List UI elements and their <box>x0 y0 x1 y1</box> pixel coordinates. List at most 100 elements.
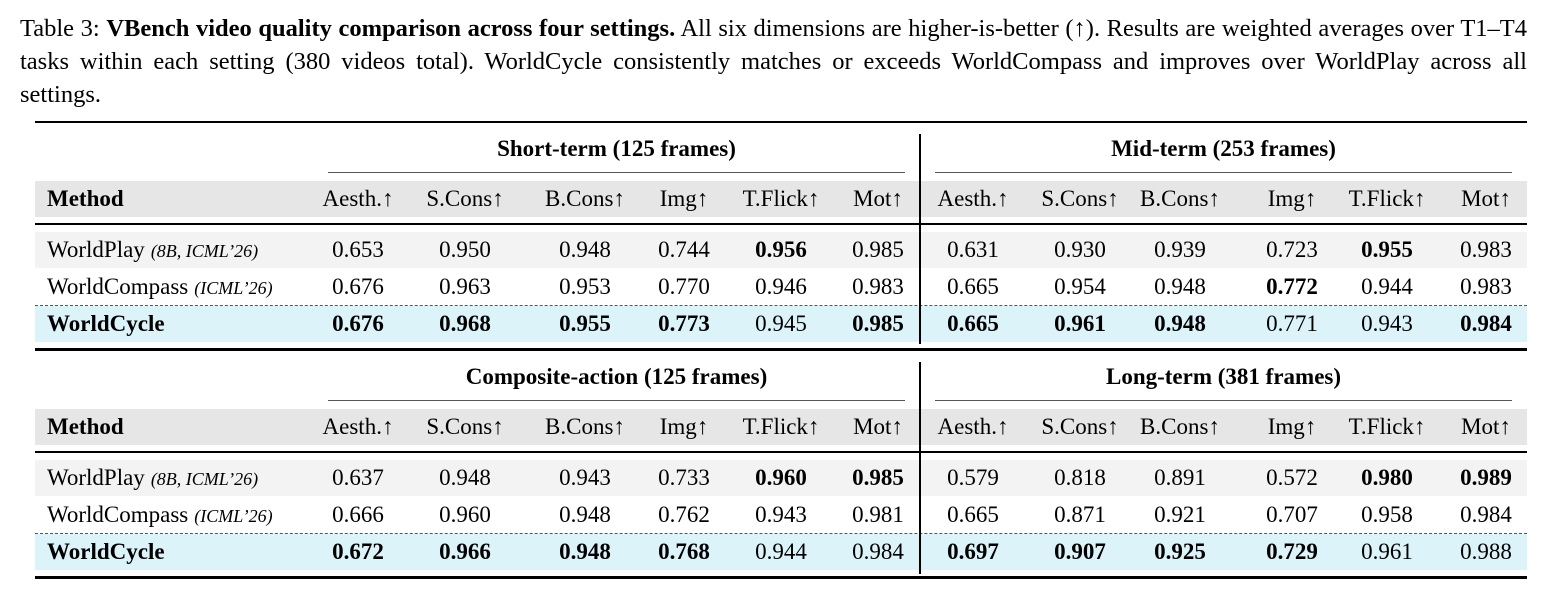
column-separator <box>919 362 921 574</box>
value-cell: 0.984 <box>1460 311 1512 336</box>
row-bg <box>35 306 1527 342</box>
caption-text: All six dimensions are higher-is-better … <box>20 15 1527 108</box>
group-underline <box>328 172 905 173</box>
header-cell: S.Cons↑ <box>1041 414 1119 439</box>
header-cell: T.Flick↑ <box>1348 414 1426 439</box>
value-cell: 0.955 <box>559 311 611 336</box>
value-cell: 0.961 <box>1361 539 1413 564</box>
value-cell: 0.983 <box>1460 237 1512 262</box>
header-cell: S.Cons↑ <box>426 414 504 439</box>
caption: Table 3: VBench video quality comparison… <box>20 12 1527 111</box>
value-cell: 0.985 <box>852 311 904 336</box>
header-cell: Mot↑ <box>1461 414 1511 439</box>
header-cell: T.Flick↑ <box>742 414 820 439</box>
method-cell: WorldPlay (8B, ICML’26) <box>47 237 259 262</box>
header-bg <box>35 409 1527 445</box>
value-cell: 0.980 <box>1361 465 1413 490</box>
group-header: Long-term (381 frames) <box>1105 364 1342 389</box>
value-cell: 0.955 <box>1361 237 1413 262</box>
value-cell: 0.653 <box>332 237 384 262</box>
header-rule <box>35 223 1527 225</box>
method-note: (ICML’26) <box>194 278 273 298</box>
value-cell: 0.943 <box>559 465 611 490</box>
header-cell: B.Cons↑ <box>1140 414 1220 439</box>
value-cell: 0.579 <box>947 465 999 490</box>
block-rule <box>35 576 1527 579</box>
method-cell: WorldCycle <box>47 311 165 336</box>
value-cell: 0.948 <box>559 539 611 564</box>
row-bg <box>35 232 1527 268</box>
group-header: Composite-action (125 frames) <box>465 364 768 389</box>
value-cell: 0.676 <box>332 311 384 336</box>
method-cell: WorldCycle <box>47 539 165 564</box>
header-cell: Img↑ <box>659 414 709 439</box>
value-cell: 0.939 <box>1154 237 1206 262</box>
value-cell: 0.948 <box>1154 311 1206 336</box>
method-cell: WorldPlay (8B, ICML’26) <box>47 465 259 490</box>
value-cell: 0.665 <box>947 274 999 299</box>
value-cell: 0.891 <box>1154 465 1206 490</box>
value-cell: 0.983 <box>1460 274 1512 299</box>
value-cell: 0.771 <box>1266 311 1318 336</box>
value-cell: 0.665 <box>947 502 999 527</box>
value-cell: 0.631 <box>947 237 999 262</box>
header-cell: Img↑ <box>1267 186 1317 211</box>
value-cell: 0.707 <box>1266 502 1318 527</box>
header-cell: Img↑ <box>659 186 709 211</box>
value-cell: 0.723 <box>1266 237 1318 262</box>
method-cell: WorldCompass (ICML’26) <box>47 274 273 299</box>
value-cell: 0.989 <box>1460 465 1512 490</box>
value-cell: 0.960 <box>755 465 807 490</box>
value-cell: 0.744 <box>658 237 710 262</box>
top-rule <box>35 121 1527 123</box>
header-cell: T.Flick↑ <box>742 186 820 211</box>
header-cell: Aesth.↑ <box>322 186 394 211</box>
value-cell: 0.984 <box>1460 502 1512 527</box>
caption-title: VBench video quality comparison across f… <box>106 15 676 42</box>
header-cell: Mot↑ <box>853 186 903 211</box>
value-cell: 0.945 <box>755 311 807 336</box>
value-cell: 0.946 <box>755 274 807 299</box>
row-bg <box>35 269 1527 305</box>
header-bg <box>35 181 1527 217</box>
value-cell: 0.768 <box>658 539 710 564</box>
header-cell: Img↑ <box>1267 414 1317 439</box>
header-cell: Mot↑ <box>853 414 903 439</box>
value-cell: 0.948 <box>1154 274 1206 299</box>
value-cell: 0.943 <box>1361 311 1413 336</box>
method-note: (ICML’26) <box>194 506 273 526</box>
header-cell: B.Cons↑ <box>545 414 625 439</box>
value-cell: 0.983 <box>852 274 904 299</box>
value-cell: 0.966 <box>439 539 491 564</box>
value-cell: 0.961 <box>1054 311 1106 336</box>
value-cell: 0.773 <box>658 311 710 336</box>
value-cell: 0.572 <box>1266 465 1318 490</box>
value-cell: 0.953 <box>559 274 611 299</box>
row-bg <box>35 497 1527 533</box>
value-cell: 0.956 <box>755 237 807 262</box>
header-cell: Aesth.↑ <box>937 186 1009 211</box>
header-cell: T.Flick↑ <box>1348 186 1426 211</box>
value-cell: 0.676 <box>332 274 384 299</box>
value-cell: 0.948 <box>559 237 611 262</box>
group-header: Short-term (125 frames) <box>497 136 736 161</box>
value-cell: 0.818 <box>1054 465 1106 490</box>
value-cell: 0.944 <box>1361 274 1413 299</box>
method-cell: WorldCompass (ICML’26) <box>47 502 273 527</box>
value-cell: 0.968 <box>439 311 491 336</box>
header-rule <box>35 451 1527 453</box>
header-cell: B.Cons↑ <box>1140 186 1220 211</box>
value-cell: 0.984 <box>852 539 904 564</box>
group-header: Mid-term (253 frames) <box>1111 136 1336 161</box>
value-cell: 0.963 <box>439 274 491 299</box>
group-underline <box>328 400 905 401</box>
method-note: (8B, ICML’26) <box>150 241 259 261</box>
value-cell: 0.672 <box>332 539 384 564</box>
header-cell: S.Cons↑ <box>1041 186 1119 211</box>
value-cell: 0.960 <box>439 502 491 527</box>
value-cell: 0.950 <box>439 237 491 262</box>
value-cell: 0.948 <box>439 465 491 490</box>
value-cell: 0.729 <box>1266 539 1318 564</box>
dashed-rule <box>35 305 1527 306</box>
value-cell: 0.770 <box>658 274 710 299</box>
